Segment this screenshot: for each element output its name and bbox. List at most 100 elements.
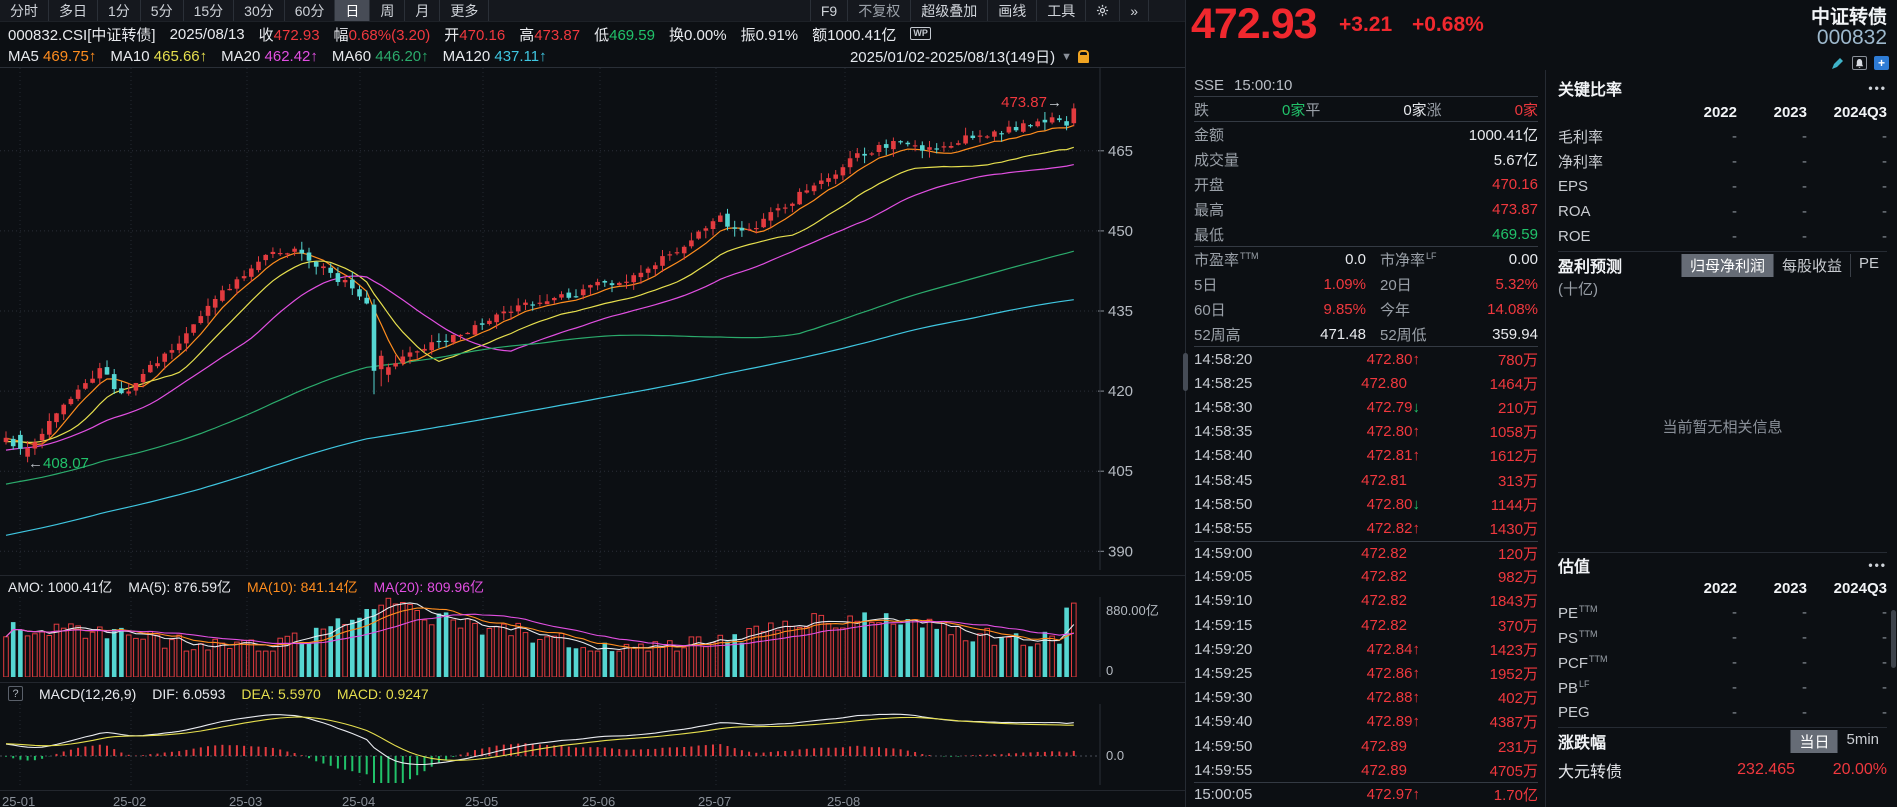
quote-pair-row: 市盈率TTM0.0市净率LF0.00 bbox=[1194, 247, 1538, 272]
tab-每股收益[interactable]: 每股收益 bbox=[1773, 254, 1850, 277]
timeframe-日[interactable]: 日 bbox=[335, 0, 370, 21]
main-chart-pane[interactable]: 465450435420405390473.87→←408.07 bbox=[0, 68, 1185, 575]
ma-bar: MA5 469.75↑MA10 465.66↑MA20 462.42↑MA60 … bbox=[0, 46, 1185, 68]
timeframe-更多[interactable]: 更多 bbox=[440, 0, 489, 21]
tab-当日[interactable]: 当日 bbox=[1790, 730, 1837, 753]
tick-row[interactable]: 14:58:30472.79↓210万 bbox=[1194, 395, 1538, 419]
year-col: 2023 bbox=[1737, 580, 1807, 597]
forecast-title: 盈利预测 bbox=[1558, 253, 1622, 277]
tick-row[interactable]: 14:59:15472.82370万 bbox=[1194, 613, 1538, 637]
tab-5min[interactable]: 5min bbox=[1837, 730, 1887, 753]
add-watchlist-icon[interactable]: + bbox=[1874, 56, 1889, 70]
vol-header-item: MA(20): 809.96亿 bbox=[374, 577, 485, 597]
timeframe-30分[interactable]: 30分 bbox=[234, 0, 285, 21]
last-price: 472.93 bbox=[1191, 0, 1317, 49]
trade-date: 2025/08/13 bbox=[170, 26, 245, 43]
quote-header: 472.93 +3.21 +0.68% 中证转债 000832 + bbox=[1187, 0, 1897, 70]
timeframe-5分[interactable]: 5分 bbox=[141, 0, 184, 21]
valuation-row-PE: PETTM--- bbox=[1558, 600, 1887, 625]
macd-chart[interactable]: 0.0 bbox=[0, 704, 1186, 785]
tick-row[interactable]: 14:58:25472.801464万 bbox=[1194, 371, 1538, 395]
forecast-unit: (十亿) bbox=[1558, 278, 1887, 300]
valuation-years: 202220232024Q3 bbox=[1558, 576, 1887, 600]
edit-icon[interactable] bbox=[1830, 56, 1845, 70]
volume-pane[interactable]: 880.00亿0 bbox=[0, 597, 1185, 682]
timeframe-1分[interactable]: 1分 bbox=[98, 0, 141, 21]
breadth-label: 跌 bbox=[1194, 99, 1228, 120]
chevron-down-icon[interactable]: ▼ bbox=[1061, 51, 1072, 63]
help-icon[interactable]: ? bbox=[8, 686, 23, 701]
timeframe-周[interactable]: 周 bbox=[370, 0, 405, 21]
date-range-selector[interactable]: 2025/01/02-2025/08/13(149日) ▼ bbox=[850, 46, 1177, 67]
candlestick-chart[interactable]: 465450435420405390473.87→←408.07 bbox=[0, 68, 1186, 570]
more-tools-icon[interactable]: » bbox=[1120, 0, 1149, 21]
tick-row[interactable]: 14:58:40472.81↑1612万 bbox=[1194, 444, 1538, 468]
tick-row[interactable]: 14:59:10472.821843万 bbox=[1194, 589, 1538, 613]
field-额: 额1000.41亿 bbox=[812, 24, 896, 45]
timeframe-分时[interactable]: 分时 bbox=[0, 0, 49, 21]
tool-超级叠加[interactable]: 超级叠加 bbox=[911, 0, 988, 21]
timeframe-15分[interactable]: 15分 bbox=[184, 0, 235, 21]
macd-pane[interactable]: 0.0 bbox=[0, 704, 1185, 790]
timeframe-多日[interactable]: 多日 bbox=[49, 0, 98, 21]
svg-text:0: 0 bbox=[1106, 663, 1113, 677]
tick-row[interactable]: 14:58:35472.80↑1058万 bbox=[1194, 420, 1538, 444]
field-高: 高473.87 bbox=[519, 24, 580, 45]
wp-monitor-icon[interactable]: WP bbox=[910, 27, 931, 40]
more-menu-icon[interactable]: ••• bbox=[1868, 558, 1887, 572]
tick-row[interactable]: 15:00:05472.97↑1.70亿 bbox=[1194, 782, 1538, 806]
timeframe-tabs: 分时多日1分5分15分30分60分日周月更多 bbox=[0, 0, 489, 21]
timeframe-月[interactable]: 月 bbox=[405, 0, 440, 21]
trading-terminal: 分时多日1分5分15分30分60分日周月更多 F9不复权超级叠加画线工具» 00… bbox=[0, 0, 1897, 807]
tick-row[interactable]: 14:58:20472.80↑780万 bbox=[1194, 347, 1538, 371]
tick-row[interactable]: 14:58:45472.81313万 bbox=[1194, 468, 1538, 492]
more-menu-icon[interactable]: ••• bbox=[1868, 81, 1887, 95]
panel-split-handle[interactable] bbox=[1183, 353, 1188, 391]
chart-tools: F9不复权超级叠加画线工具 » bbox=[810, 0, 1149, 21]
scrollbar[interactable] bbox=[1891, 610, 1896, 668]
x-axis-label: 25-07 bbox=[698, 794, 731, 807]
tab-PE[interactable]: PE bbox=[1850, 254, 1887, 277]
tool-工具[interactable]: 工具 bbox=[1037, 0, 1086, 21]
volume-header: AMO: 1000.41亿MA(5): 876.59亿MA(10): 841.1… bbox=[0, 575, 1185, 597]
tick-list[interactable]: 14:58:20472.80↑780万14:58:25472.801464万14… bbox=[1194, 347, 1538, 807]
tab-归母净利润[interactable]: 归母净利润 bbox=[1681, 254, 1773, 277]
tick-row[interactable]: 14:59:05472.82982万 bbox=[1194, 565, 1538, 589]
svg-text:390: 390 bbox=[1108, 543, 1133, 560]
quote-time: 15:00:10 bbox=[1234, 77, 1292, 94]
svg-text:←408.07: ←408.07 bbox=[28, 455, 89, 472]
tick-row[interactable]: 14:59:55472.894705万 bbox=[1194, 758, 1538, 782]
vol-header-item: AMO: 1000.41亿 bbox=[8, 577, 112, 597]
year-col: 2023 bbox=[1737, 104, 1807, 121]
year-col: 2022 bbox=[1667, 580, 1737, 597]
year-col: 2024Q3 bbox=[1807, 104, 1887, 121]
valuation-row-PS: PSTTM--- bbox=[1558, 625, 1887, 650]
mover-row[interactable]: 大元转债232.46520.00% bbox=[1558, 757, 1887, 783]
tick-row[interactable]: 14:59:50472.89231万 bbox=[1194, 734, 1538, 758]
tick-row[interactable]: 14:59:40472.89↑4387万 bbox=[1194, 710, 1538, 734]
tick-row[interactable]: 14:59:00472.82120万 bbox=[1194, 541, 1538, 565]
date-range-label: 2025/01/02-2025/08/13(149日) bbox=[850, 46, 1055, 67]
ma-item-MA10: MA10 465.66↑ bbox=[110, 48, 207, 65]
lock-icon[interactable] bbox=[1078, 55, 1089, 63]
field-收: 收472.93 bbox=[259, 24, 320, 45]
forecast-tabs: 归母净利润每股收益PE bbox=[1681, 254, 1887, 277]
year-col: 2022 bbox=[1667, 104, 1737, 121]
tool-画线[interactable]: 画线 bbox=[988, 0, 1037, 21]
tick-row[interactable]: 14:59:20472.84↑1423万 bbox=[1194, 637, 1538, 661]
tool-不复权[interactable]: 不复权 bbox=[848, 0, 911, 21]
volume-chart[interactable]: 880.00亿0 bbox=[0, 597, 1186, 677]
bell-icon[interactable] bbox=[1852, 56, 1867, 70]
quote-pair-row: 52周高471.4852周低359.94 bbox=[1194, 322, 1538, 347]
tool-F9[interactable]: F9 bbox=[810, 0, 848, 21]
gear-icon[interactable] bbox=[1086, 0, 1120, 21]
quote-panel: SSE 15:00:10 跌0家平0家涨0家 金额1000.41亿成交量5.67… bbox=[1187, 75, 1545, 807]
quote-row-成交量: 成交量5.67亿 bbox=[1194, 147, 1538, 172]
svg-text:465: 465 bbox=[1108, 143, 1133, 160]
tick-row[interactable]: 14:59:30472.88↑402万 bbox=[1194, 686, 1538, 710]
tick-row[interactable]: 14:58:50472.80↓1144万 bbox=[1194, 492, 1538, 516]
security-code: 000832 bbox=[1817, 26, 1887, 50]
tick-row[interactable]: 14:59:25472.86↑1952万 bbox=[1194, 661, 1538, 685]
tick-row[interactable]: 14:58:55472.82↑1430万 bbox=[1194, 516, 1538, 540]
timeframe-60分[interactable]: 60分 bbox=[285, 0, 336, 21]
